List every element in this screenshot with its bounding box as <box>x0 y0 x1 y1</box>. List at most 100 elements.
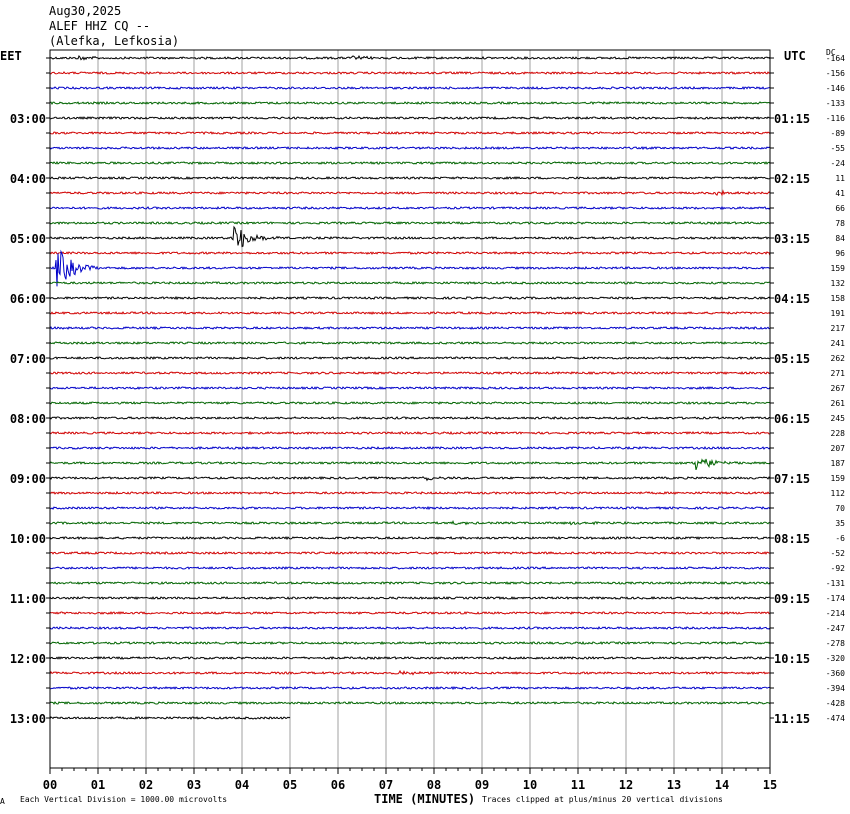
x-tick-label: 06 <box>331 778 345 792</box>
left-hour-label: 08:00 <box>10 412 46 426</box>
left-hour-label: 11:00 <box>10 592 46 606</box>
x-tick-label: 13 <box>667 778 681 792</box>
dc-offset-value: 159 <box>831 264 846 273</box>
right-hour-label: 07:15 <box>774 472 810 486</box>
dc-offset-value: 158 <box>831 294 846 303</box>
right-hour-label: 08:15 <box>774 532 810 546</box>
trace-line <box>49 116 771 120</box>
trace-line <box>49 295 771 301</box>
right-hour-label: 04:15 <box>774 292 810 306</box>
x-tick-label: 05 <box>283 778 297 792</box>
trace-line <box>49 281 771 285</box>
seismic-traces <box>49 55 771 720</box>
trace-line <box>49 445 771 450</box>
trace-line <box>49 71 771 75</box>
dc-offset-value: -146 <box>826 84 845 93</box>
dc-offset-value: 11 <box>835 174 845 183</box>
dc-offset-value: -55 <box>831 144 846 153</box>
dc-offset-value: 241 <box>831 339 846 348</box>
right-hour-label: 09:15 <box>774 592 810 606</box>
x-tick-label: 14 <box>715 778 729 792</box>
dc-offset-value: -174 <box>826 594 845 603</box>
clip-note: Traces clipped at plus/minus 20 vertical… <box>482 795 723 804</box>
trace-line <box>49 101 771 106</box>
trace-line <box>49 251 771 256</box>
right-hour-label: 11:15 <box>774 712 810 726</box>
dc-offset-value: -474 <box>826 714 845 723</box>
left-hour-label: 04:00 <box>10 172 46 186</box>
left-hour-label: 12:00 <box>10 652 46 666</box>
dc-offset-value: 245 <box>831 414 846 423</box>
right-timezone-label: UTC <box>784 49 806 63</box>
x-axis-title: TIME (MINUTES) <box>374 792 476 806</box>
dc-offset-value: 66 <box>835 204 845 213</box>
dc-offset-value: 267 <box>831 384 846 393</box>
trace-line <box>49 160 771 166</box>
x-tick-label: 08 <box>427 778 441 792</box>
trace-line <box>49 611 771 615</box>
x-tick-label: 09 <box>475 778 489 792</box>
dc-offset-label: DC <box>826 48 836 57</box>
trace-line <box>49 341 770 345</box>
x-tick-label: 03 <box>187 778 201 792</box>
station-location: (Alefka, Lefkosia) <box>49 34 180 48</box>
dc-offset-value: 261 <box>831 399 846 408</box>
trace-line <box>49 566 771 570</box>
dc-offset-value: 132 <box>831 279 846 288</box>
dc-offset-value: 271 <box>831 369 846 378</box>
left-hour-label: 13:00 <box>10 712 46 726</box>
trace-line <box>49 205 771 211</box>
right-hour-label: 03:15 <box>774 232 810 246</box>
minute-ticks <box>46 57 774 774</box>
dc-offset-value: 217 <box>831 324 846 333</box>
x-tick-label: 10 <box>523 778 537 792</box>
dc-offset-value: -247 <box>826 624 845 633</box>
trace-line <box>49 386 771 390</box>
dc-offset-value: -394 <box>826 684 845 693</box>
trace-line <box>49 176 770 180</box>
dc-offset-value: -156 <box>826 69 845 78</box>
right-hour-label: 06:15 <box>774 412 810 426</box>
left-hour-label: 07:00 <box>10 352 46 366</box>
trace-line <box>49 491 771 495</box>
trace-line <box>49 475 771 482</box>
right-hour-label: 02:15 <box>774 172 810 186</box>
left-hour-label: 06:00 <box>10 292 46 306</box>
trace-line <box>49 371 771 376</box>
dc-offset-value: -89 <box>831 129 846 138</box>
x-tick-label: 04 <box>235 778 249 792</box>
x-tick-label: 07 <box>379 778 393 792</box>
trace-line <box>49 701 771 705</box>
dc-offset-value: 112 <box>831 489 846 498</box>
dc-offset-value: -6 <box>835 534 845 543</box>
right-hour-label: 01:15 <box>774 112 810 126</box>
trace-line <box>49 249 771 287</box>
dc-offset-value: 78 <box>835 219 845 228</box>
dc-offset-value: 191 <box>831 309 846 318</box>
trace-line <box>49 415 770 420</box>
dc-offset-value: -360 <box>826 669 845 678</box>
trace-line <box>49 596 771 601</box>
x-tick-label: 15 <box>763 778 777 792</box>
station-id: ALEF HHZ CQ -- <box>49 19 151 33</box>
trace-line <box>49 401 771 405</box>
x-tick-label: 12 <box>619 778 633 792</box>
trace-line <box>49 430 771 436</box>
trace-line <box>49 581 771 585</box>
left-hour-label: 05:00 <box>10 232 46 246</box>
trace-line <box>49 640 771 646</box>
dc-offset-value: -52 <box>831 549 846 558</box>
trace-line <box>49 356 771 360</box>
trace-line <box>49 458 771 471</box>
trace-line <box>49 131 771 136</box>
trace-line <box>49 85 771 91</box>
dc-offset-value: 262 <box>831 354 846 363</box>
axis-labels: 00 01 02 03 04 05 06 07 08 09 10 11 12 13 14 15 -164 -156… <box>10 54 845 792</box>
left-hour-label: 10:00 <box>10 532 46 546</box>
dc-offset-value: -320 <box>826 654 845 663</box>
dc-offset-value: -133 <box>826 99 845 108</box>
trace-line <box>49 505 771 511</box>
trace-line <box>49 145 771 151</box>
corner-mark: A <box>0 797 5 806</box>
right-hour-label: 05:15 <box>774 352 810 366</box>
